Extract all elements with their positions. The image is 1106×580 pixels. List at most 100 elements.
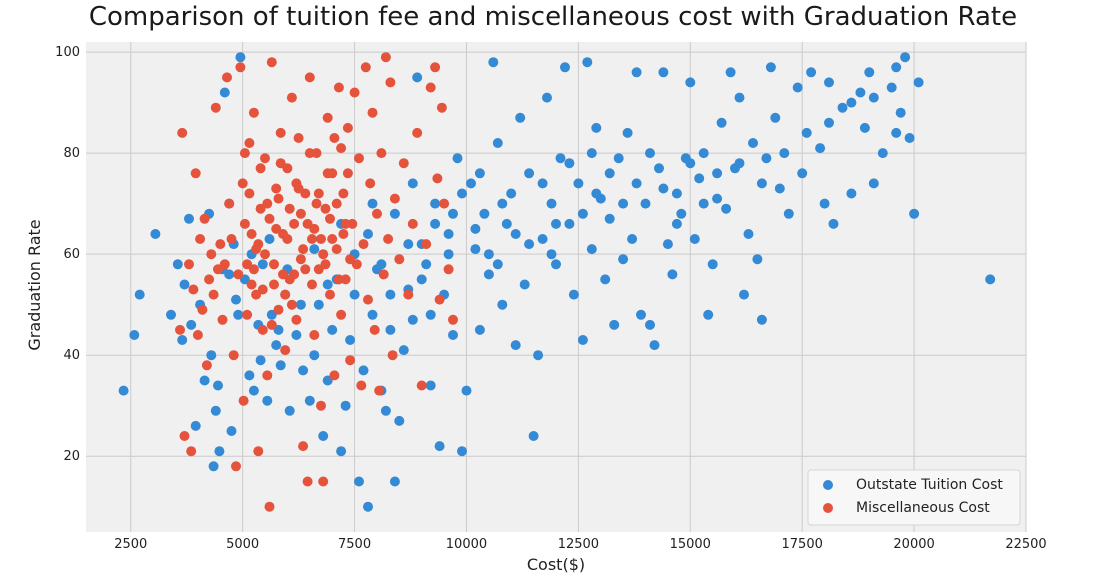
data-point — [338, 188, 349, 199]
data-point — [150, 229, 161, 239]
data-point — [349, 87, 360, 98]
data-point — [479, 208, 490, 219]
data-point — [244, 138, 255, 148]
data-point — [985, 274, 996, 285]
data-point — [891, 62, 902, 73]
legend-label-outstate: Outstate Tuition Cost — [856, 477, 1003, 493]
legend-label-misc: Miscellaneous Cost — [856, 500, 990, 516]
data-point — [524, 168, 535, 179]
data-point — [528, 431, 539, 441]
data-point — [264, 234, 275, 244]
data-point — [613, 153, 624, 164]
data-point — [363, 229, 373, 239]
data-point — [166, 309, 176, 320]
y-tick-label: 60 — [63, 247, 80, 262]
data-point — [275, 127, 286, 138]
data-point — [577, 335, 588, 345]
data-point — [432, 173, 443, 184]
data-point — [765, 62, 776, 73]
data-point — [891, 127, 902, 138]
data-point — [309, 330, 320, 340]
data-point — [631, 67, 642, 78]
data-point — [298, 244, 309, 255]
data-point — [239, 148, 250, 159]
data-point — [452, 153, 463, 164]
data-point — [904, 133, 915, 143]
data-point — [448, 208, 458, 219]
data-point — [824, 117, 834, 128]
data-point — [186, 319, 197, 330]
data-point — [797, 168, 808, 179]
data-point — [698, 148, 709, 159]
tick-labels: 2500 5000 7500 10000 12500 15000 17500 20000 225… — [55, 45, 1047, 552]
data-point — [474, 324, 485, 335]
data-point — [524, 239, 535, 250]
data-point — [320, 259, 331, 270]
data-point — [175, 324, 185, 335]
data-point — [307, 279, 317, 290]
data-point — [774, 183, 785, 194]
data-point — [129, 330, 140, 340]
data-point — [206, 350, 217, 361]
data-point — [658, 67, 669, 78]
data-point — [219, 259, 230, 270]
data-point — [564, 218, 575, 229]
data-point — [331, 244, 342, 255]
data-point — [325, 289, 335, 300]
data-point — [448, 314, 458, 325]
data-point — [716, 117, 727, 128]
legend: Outstate Tuition Cost Miscellaneous Cost — [807, 469, 1021, 526]
grid-lines — [86, 42, 1027, 532]
data-point — [510, 340, 521, 351]
data-point — [756, 178, 767, 189]
data-point — [275, 360, 286, 371]
data-point — [295, 254, 306, 265]
data-point — [389, 476, 400, 487]
data-point — [510, 229, 521, 239]
data-point — [233, 309, 244, 320]
data-point — [649, 340, 660, 351]
data-point — [461, 385, 472, 396]
data-point — [179, 279, 190, 290]
data-point — [354, 476, 364, 487]
data-point — [909, 208, 920, 219]
data-point — [172, 259, 183, 270]
data-point — [483, 269, 494, 280]
series-1 — [175, 52, 458, 512]
data-point — [188, 284, 199, 295]
data-point — [345, 335, 356, 345]
data-point — [470, 223, 481, 234]
data-point — [260, 153, 270, 164]
data-point — [333, 82, 344, 93]
data-point — [233, 269, 244, 280]
data-point — [329, 133, 340, 143]
data-point — [439, 198, 450, 209]
x-tick-label: 5000 — [226, 537, 259, 552]
data-point — [248, 107, 259, 118]
data-point — [217, 314, 228, 325]
data-point — [358, 365, 369, 376]
x-tick-label: 12500 — [558, 537, 599, 552]
data-point — [208, 461, 219, 472]
data-points — [118, 52, 996, 512]
data-point — [291, 314, 302, 325]
data-point — [618, 198, 629, 209]
data-point — [266, 319, 277, 330]
data-point — [327, 234, 338, 244]
data-point — [551, 218, 561, 229]
data-point — [246, 229, 257, 239]
data-point — [819, 198, 830, 209]
data-point — [300, 264, 311, 275]
data-point — [358, 239, 369, 250]
data-point — [235, 62, 246, 73]
data-point — [228, 350, 239, 361]
data-point — [349, 289, 360, 300]
data-point — [425, 82, 436, 93]
data-point — [210, 102, 221, 113]
data-point — [367, 198, 378, 209]
data-point — [260, 249, 270, 260]
data-point — [474, 168, 485, 179]
data-point — [257, 259, 268, 270]
data-point — [676, 208, 687, 219]
data-point — [206, 249, 217, 260]
